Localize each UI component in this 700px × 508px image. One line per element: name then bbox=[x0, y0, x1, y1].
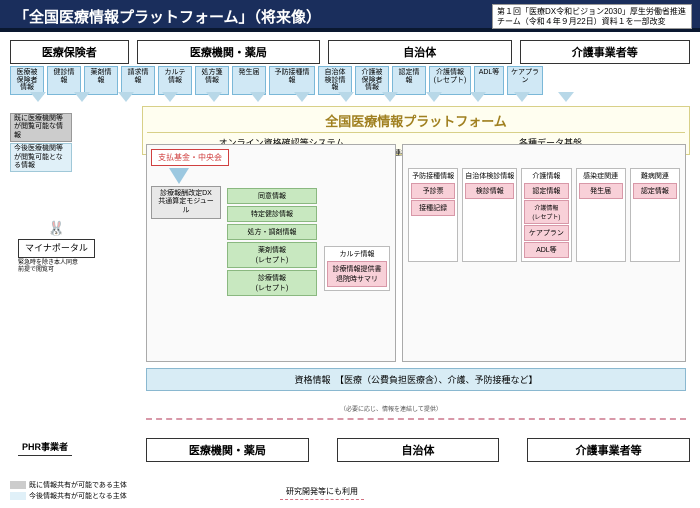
arrow-icon bbox=[74, 92, 90, 102]
arrow-row bbox=[30, 92, 690, 102]
cat-care: 介護事業者等 bbox=[520, 40, 690, 64]
group-head: 自治体検診情報 bbox=[465, 171, 514, 181]
arrow-icon bbox=[514, 92, 530, 102]
tag-6: 発生届 bbox=[232, 66, 266, 95]
tag-5: 処方箋情報 bbox=[195, 66, 229, 95]
arrow-icon bbox=[118, 92, 134, 102]
pink-item: ADL等 bbox=[524, 242, 568, 258]
myna-portal-box: マイナポータル bbox=[18, 239, 95, 258]
arrow-icon bbox=[30, 92, 46, 102]
green-checkup: 特定健診情報 bbox=[227, 206, 317, 222]
green-consent: 同意情報 bbox=[227, 188, 317, 204]
dx-module-box: 診療報酬改定DX 共通算定モジュール bbox=[151, 186, 221, 219]
left-info-block: 既に医療機関等が閲覧可能な情報 今後医療機関等が閲覧可能となる情報 bbox=[10, 112, 72, 173]
arrow-icon bbox=[382, 92, 398, 102]
green-medicine: 薬剤情報 (レセプト) bbox=[227, 242, 317, 268]
cat-municipality: 自治体 bbox=[328, 40, 511, 64]
dashed-connector bbox=[146, 418, 686, 420]
group-head: 予防接種情報 bbox=[411, 171, 455, 181]
tag-13: ケアプラン bbox=[507, 66, 543, 95]
tag-10: 認定情報 bbox=[392, 66, 426, 95]
karte-group: カルテ情報 診療情報提供書 退院時サマリ bbox=[324, 246, 390, 291]
page-title: 「全国医療情報プラットフォーム」（将来像） bbox=[14, 6, 321, 27]
pink-item: 検診情報 bbox=[465, 183, 514, 199]
portal-block: 🐰 マイナポータル 緊急時を除き本人同意前提で閲覧可 bbox=[18, 220, 95, 274]
group-vaccine: 予防接種情報 予診票 接種記録 bbox=[408, 168, 458, 262]
data-base-box: 予防接種情報 予診票 接種記録 自治体検診情報 検診情報 介護情報 認定情報 介… bbox=[402, 144, 686, 362]
pink-item: 介護情報 (レセプト) bbox=[524, 200, 568, 224]
legend-text: 既に情報共有が可能である主体 bbox=[29, 480, 127, 490]
bottom-cat-medical: 医療機関・薬局 bbox=[146, 438, 309, 462]
group-head: 感染症関連 bbox=[579, 171, 623, 181]
cat-insurer: 医療保険者 bbox=[10, 40, 129, 64]
tag-0: 医療被保険者情報 bbox=[10, 66, 44, 95]
karte-item: 診療情報提供書 退院時サマリ bbox=[327, 261, 387, 287]
legend-swatch bbox=[10, 481, 26, 489]
pink-item: 接種記録 bbox=[411, 200, 455, 216]
bottom-cat-municipality: 自治体 bbox=[337, 438, 500, 462]
pink-item: ケアプラン bbox=[524, 225, 568, 241]
tag-2: 薬剤情報 bbox=[84, 66, 118, 95]
group-rare: 難病関連 認定情報 bbox=[630, 168, 680, 262]
tag-3: 請求情報 bbox=[121, 66, 155, 95]
phr-label: PHR事業者 bbox=[18, 438, 72, 456]
source-line1: 第１回「医療DX令和ビジョン2030」厚生労働省推進 bbox=[497, 7, 687, 17]
tag-12: ADL等 bbox=[474, 66, 504, 95]
online-system-box: 支払基金・中央会 診療報酬改定DX 共通算定モジュール 同意情報 特定健診情報 … bbox=[146, 144, 396, 362]
source-citation: 第１回「医療DX令和ビジョン2030」厚生労働省推進 チーム（令和４年９月22日… bbox=[492, 4, 692, 29]
tag-1: 健診情報 bbox=[47, 66, 81, 95]
green-treatment: 診療情報 (レセプト) bbox=[227, 270, 317, 296]
arrow-down-icon bbox=[169, 168, 189, 184]
top-category-row: 医療保険者 医療機関・薬局 自治体 介護事業者等 bbox=[10, 40, 690, 64]
arrow-icon bbox=[162, 92, 178, 102]
group-head: 難病関連 bbox=[633, 171, 677, 181]
arrow-icon bbox=[426, 92, 442, 102]
research-note: 研究開発等にも利用 bbox=[280, 484, 364, 500]
arrow-icon bbox=[206, 92, 222, 102]
legend: 既に情報共有が可能である主体 今後情報共有が可能となる主体 bbox=[10, 479, 127, 502]
arrow-icon bbox=[558, 92, 574, 102]
bottom-cat-care: 介護事業者等 bbox=[527, 438, 690, 462]
arrow-icon bbox=[294, 92, 310, 102]
green-prescription: 処方・調剤情報 bbox=[227, 224, 317, 240]
legend-text: 今後情報共有が可能となる主体 bbox=[29, 491, 127, 501]
rabbit-icon: 🐰 bbox=[18, 220, 95, 237]
tag-11: 介護情報(レセプト) bbox=[429, 66, 471, 95]
legend-swatch bbox=[10, 492, 26, 500]
group-screening: 自治体検診情報 検診情報 bbox=[462, 168, 517, 262]
tag-8: 自治体検診情報 bbox=[318, 66, 352, 95]
cat-medical: 医療機関・薬局 bbox=[137, 40, 320, 64]
tag-7: 予防接種情報 bbox=[269, 66, 315, 95]
pink-item: 予診票 bbox=[411, 183, 455, 199]
group-head: 介護情報 bbox=[524, 171, 568, 181]
arrow-icon bbox=[470, 92, 486, 102]
karte-head: カルテ情報 bbox=[327, 249, 387, 259]
legend-item: 今後情報共有が可能となる主体 bbox=[10, 491, 127, 501]
bottom-category-row: 医療機関・薬局 自治体 介護事業者等 bbox=[146, 438, 690, 462]
arrow-icon bbox=[250, 92, 266, 102]
pink-item: 認定情報 bbox=[524, 183, 568, 199]
payment-fund-box: 支払基金・中央会 bbox=[151, 149, 229, 166]
group-care: 介護情報 認定情報 介護情報 (レセプト) ケアプラン ADL等 bbox=[521, 168, 571, 262]
info-tag-row: 医療被保険者情報 健診情報 薬剤情報 請求情報 カルテ情報 処方箋情報 発生届 … bbox=[10, 66, 690, 95]
legend-item: 既に情報共有が可能である主体 bbox=[10, 480, 127, 490]
source-line2: チーム（令和４年９月22日）資料１を一部改変 bbox=[497, 17, 687, 27]
existing-info-tag: 既に医療機関等が閲覧可能な情報 bbox=[10, 113, 72, 142]
group-infection: 感染症関連 発生届 bbox=[576, 168, 626, 262]
tag-9: 介護被保険者情報 bbox=[355, 66, 389, 95]
qualification-bar: 資格情報 【医療（公費負担医療含）、介護、予防接種など】 bbox=[146, 368, 686, 391]
pink-item: 発生届 bbox=[579, 183, 623, 199]
future-info-tag: 今後医療機関等が閲覧可能となる情報 bbox=[10, 143, 72, 172]
arrow-icon bbox=[338, 92, 354, 102]
mid-note: （必要に応じ、情報を連結して提供） bbox=[340, 404, 442, 413]
platform-title: 全国医療情報プラットフォーム bbox=[147, 111, 685, 133]
tag-4: カルテ情報 bbox=[158, 66, 192, 95]
pink-item: 認定情報 bbox=[633, 183, 677, 199]
portal-note: 緊急時を除き本人同意前提で閲覧可 bbox=[18, 260, 78, 274]
